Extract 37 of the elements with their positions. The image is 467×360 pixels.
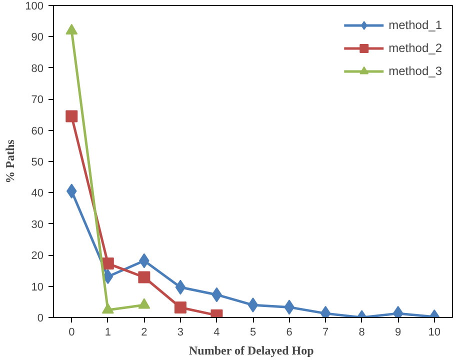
x-tick-label: 3 bbox=[177, 326, 184, 338]
legend-label: method_1 bbox=[388, 18, 442, 32]
x-tick-label: 4 bbox=[214, 326, 220, 338]
y-tick-label: 10 bbox=[31, 281, 44, 294]
x-tick-label: 7 bbox=[322, 326, 329, 338]
y-tick-label: 40 bbox=[31, 188, 44, 200]
point bbox=[66, 110, 78, 122]
y-tick-label: 20 bbox=[31, 250, 44, 262]
y-tick-label: 90 bbox=[31, 32, 44, 44]
x-tick-label: 2 bbox=[141, 326, 148, 338]
legend-label: method_3 bbox=[388, 64, 442, 78]
x-tick-label: 0 bbox=[68, 326, 75, 338]
y-tick-label: 60 bbox=[31, 125, 44, 138]
point bbox=[138, 271, 150, 284]
x-tick-label: 1 bbox=[104, 326, 111, 338]
x-tick-label: 9 bbox=[395, 326, 402, 338]
point bbox=[66, 184, 77, 199]
point bbox=[248, 298, 258, 313]
point bbox=[102, 258, 114, 270]
x-tick-label: 5 bbox=[250, 326, 256, 338]
x-tick-label: 8 bbox=[358, 326, 365, 338]
legend-label: method_2 bbox=[388, 41, 442, 55]
y-tick-label: 100 bbox=[25, 0, 44, 12]
y-tick-label: 70 bbox=[31, 94, 44, 106]
point bbox=[175, 280, 186, 295]
point bbox=[102, 269, 114, 284]
y-tick-label: 80 bbox=[31, 62, 44, 75]
point bbox=[174, 302, 186, 314]
x-tick-label: 10 bbox=[428, 326, 440, 338]
y-axis-title: % Paths bbox=[3, 139, 18, 184]
y-tick-label: 30 bbox=[31, 218, 44, 231]
y-tick-label: 50 bbox=[31, 156, 44, 168]
point bbox=[138, 298, 150, 309]
y-tick-label: 0 bbox=[37, 312, 44, 324]
point bbox=[102, 303, 114, 314]
x-axis-title: Number of Delayed Hop bbox=[189, 344, 314, 358]
x-tick-label: 6 bbox=[286, 326, 292, 338]
